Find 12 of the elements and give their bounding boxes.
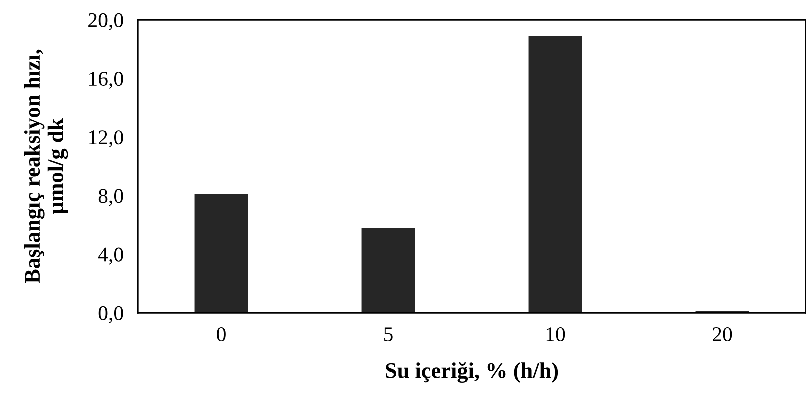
x-tick-label: 10 <box>546 327 566 342</box>
y-tick-label: 4,0 <box>98 248 124 265</box>
y-tick-label: 0,0 <box>98 306 124 324</box>
x-tick-label: 0 <box>217 327 226 342</box>
x-axis-title: Su içeriği, % (h/h) <box>386 362 558 384</box>
y-tick-label: 20,0 <box>88 13 124 30</box>
x-tick-label: 5 <box>384 328 393 342</box>
y-tick-label: 8,0 <box>98 189 124 206</box>
y-tick-label: 12,0 <box>89 130 124 148</box>
x-tick-label: 20 <box>713 327 732 342</box>
y-axis-title: Başlangıç reaksiyon hızı, µmol/g dk <box>24 50 68 284</box>
y-tick-label: 16,0 <box>89 72 124 90</box>
